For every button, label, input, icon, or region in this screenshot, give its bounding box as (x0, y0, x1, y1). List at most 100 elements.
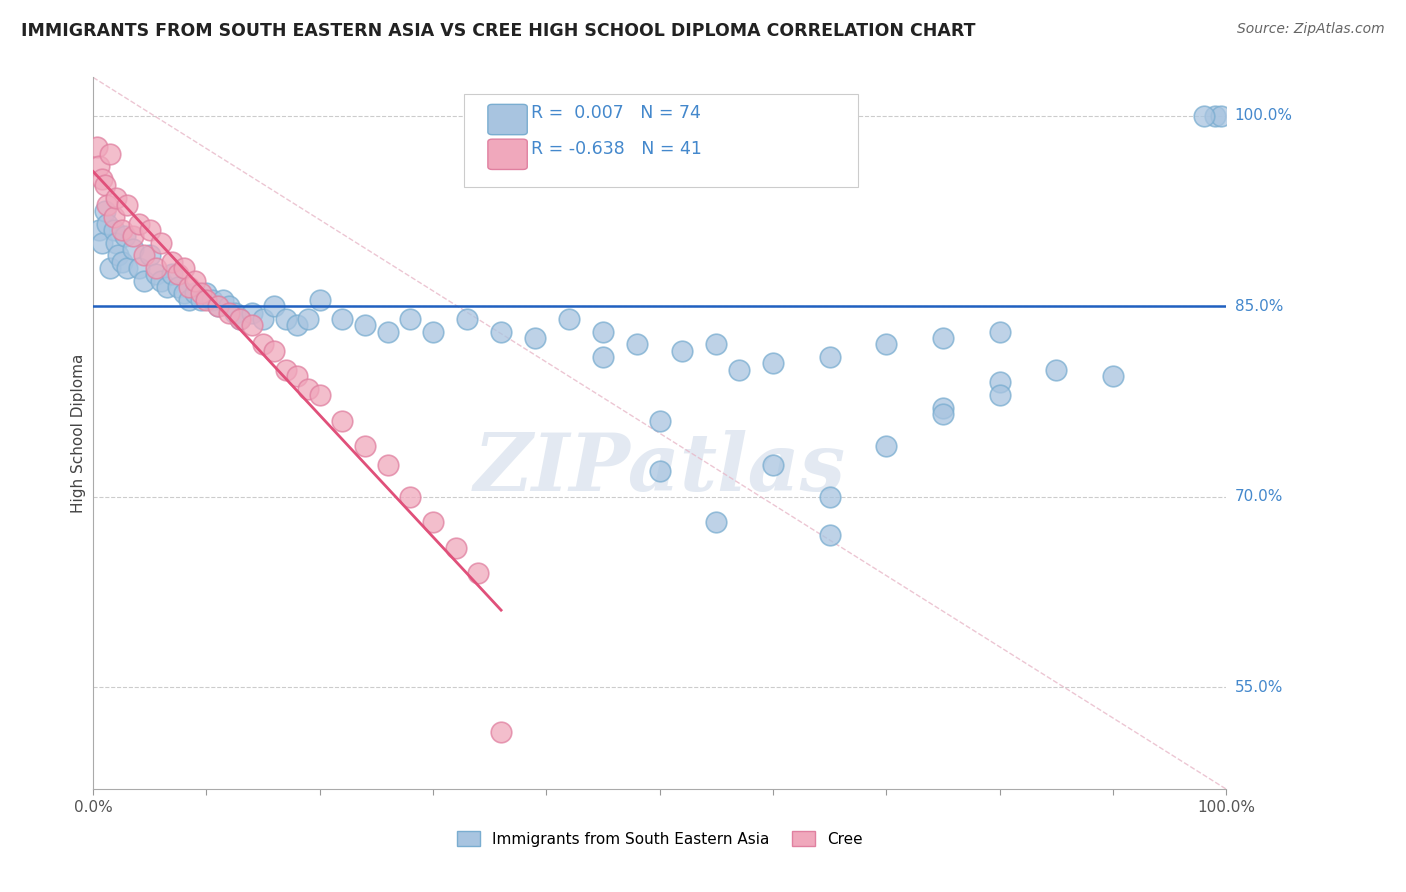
Point (762, 458, 785, 472)
Point (224, 305, 246, 319)
Point (1045, 363, 1067, 377)
Point (179, 293, 201, 307)
Point (93, 178, 115, 193)
Point (263, 299, 285, 313)
Point (648, 464, 671, 478)
Point (399, 490, 422, 504)
Point (87, 223, 110, 237)
Point (1102, 369, 1125, 384)
Point (91, 172, 114, 186)
Point (195, 286, 218, 301)
Point (592, 350, 614, 364)
Point (1192, 109, 1215, 123)
Point (875, 439, 897, 453)
Point (274, 312, 297, 326)
Point (285, 369, 308, 384)
Point (91, 235, 114, 250)
Point (110, 254, 132, 268)
Y-axis label: High School Diploma: High School Diploma (72, 353, 86, 513)
Point (932, 407, 955, 421)
Text: R = -0.638   N = 41: R = -0.638 N = 41 (531, 140, 703, 158)
Point (115, 261, 138, 276)
Point (648, 414, 671, 428)
Point (671, 343, 693, 358)
Point (297, 312, 319, 326)
Point (121, 229, 143, 244)
Point (156, 280, 179, 294)
Point (114, 229, 136, 244)
Point (93, 203, 115, 218)
Point (818, 350, 841, 364)
Point (728, 363, 751, 377)
Text: 100.0%: 100.0% (1234, 108, 1292, 123)
Point (173, 261, 195, 276)
Legend: Immigrants from South Eastern Asia, Cree: Immigrants from South Eastern Asia, Cree (450, 824, 869, 853)
Point (285, 318, 308, 333)
Point (96, 217, 118, 231)
Point (229, 312, 252, 326)
Point (467, 566, 489, 580)
Point (128, 217, 150, 231)
Point (195, 293, 218, 307)
Point (212, 293, 235, 307)
Point (201, 293, 224, 307)
Point (558, 312, 581, 326)
Point (150, 274, 173, 288)
Point (104, 191, 127, 205)
Point (332, 414, 354, 428)
Point (184, 274, 207, 288)
Point (179, 280, 201, 294)
Point (139, 248, 162, 262)
Point (1204, 109, 1226, 123)
Point (399, 312, 422, 326)
Point (932, 331, 955, 345)
Point (86, 140, 108, 154)
Point (706, 337, 728, 351)
Point (184, 286, 207, 301)
Point (354, 439, 377, 453)
Point (252, 312, 274, 326)
Point (145, 261, 167, 276)
Point (145, 268, 167, 282)
Point (422, 325, 444, 339)
Point (377, 325, 399, 339)
Point (489, 725, 512, 739)
Point (98, 261, 121, 276)
Text: ZIPatlas: ZIPatlas (474, 430, 846, 508)
Point (103, 223, 125, 237)
Point (988, 376, 1011, 390)
Text: R =  0.007   N = 74: R = 0.007 N = 74 (531, 104, 702, 122)
Point (252, 337, 274, 351)
Point (173, 286, 195, 301)
Point (207, 299, 229, 313)
Point (240, 318, 263, 333)
Point (190, 286, 212, 301)
Point (98, 146, 121, 161)
Text: IMMIGRANTS FROM SOUTH EASTERN ASIA VS CREE HIGH SCHOOL DIPLOMA CORRELATION CHART: IMMIGRANTS FROM SOUTH EASTERN ASIA VS CR… (21, 22, 976, 40)
Point (107, 248, 129, 262)
Point (988, 388, 1011, 402)
Point (377, 458, 399, 472)
Point (274, 363, 297, 377)
Point (134, 274, 156, 288)
Point (354, 318, 377, 333)
Point (139, 223, 162, 237)
Point (103, 211, 125, 225)
Point (706, 515, 728, 529)
Point (422, 515, 444, 529)
Point (626, 337, 648, 351)
Point (332, 312, 354, 326)
Point (218, 305, 240, 319)
Point (988, 325, 1011, 339)
Point (456, 312, 478, 326)
Point (96, 197, 118, 211)
Point (150, 235, 173, 250)
Point (104, 235, 127, 250)
Point (121, 242, 143, 256)
Text: 55.0%: 55.0% (1234, 680, 1282, 695)
Text: 85.0%: 85.0% (1234, 299, 1282, 314)
Point (162, 268, 184, 282)
Point (297, 382, 319, 396)
Point (308, 388, 330, 402)
Point (592, 325, 614, 339)
